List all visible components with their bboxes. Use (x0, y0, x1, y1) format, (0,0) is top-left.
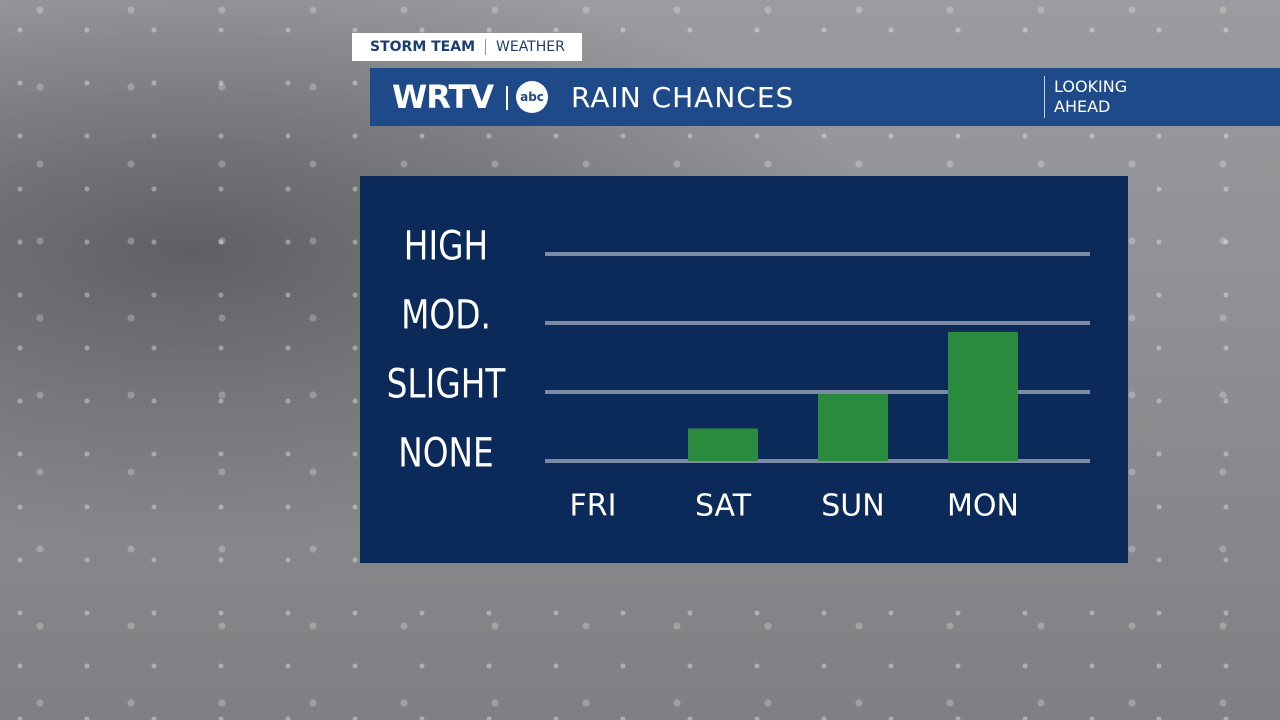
bar (818, 394, 888, 461)
bar (688, 428, 758, 461)
station: WRTV (392, 78, 494, 116)
x-tick-label: SUN (821, 489, 884, 524)
y-tick-label: NONE (398, 429, 494, 476)
bar (948, 331, 1018, 461)
x-tick-label: SAT (695, 489, 752, 524)
title: RAIN CHANCES (571, 81, 795, 114)
y-tick-label: MOD. (401, 291, 491, 338)
title-bar: WRTV abc RAIN CHANCES LOOKING AHEAD (370, 68, 1280, 126)
network-logo: abc (516, 81, 548, 113)
section: WEATHER (496, 39, 565, 55)
y-tick-label: SLIGHT (387, 360, 506, 407)
y-tick-label: HIGH (404, 222, 488, 269)
brand: STORM TEAM (370, 39, 475, 55)
divider (506, 86, 508, 110)
tag: LOOKING AHEAD (1054, 77, 1128, 116)
divider (485, 39, 486, 55)
x-tick-label: FRI (570, 489, 617, 524)
divider (1044, 76, 1045, 118)
brand-tab: STORM TEAM WEATHER (352, 33, 582, 61)
x-tick-label: MON (947, 489, 1019, 524)
